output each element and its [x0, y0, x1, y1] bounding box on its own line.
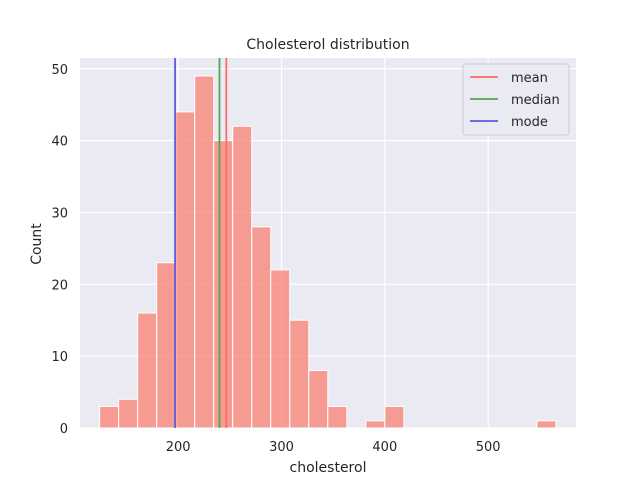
- y-tick-label: 50: [51, 63, 68, 78]
- x-tick-label: 500: [476, 440, 501, 455]
- x-tick-label: 300: [269, 440, 294, 455]
- histogram-bar: [118, 398, 139, 429]
- y-tick-label: 30: [51, 206, 68, 221]
- y-tick-labels: 0 10 20 30 40 50: [51, 63, 68, 437]
- x-tick-label: 400: [372, 440, 397, 455]
- y-tick-label: 0: [60, 422, 68, 437]
- legend-label-mode: mode: [511, 115, 548, 130]
- legend-label-median: median: [511, 93, 560, 108]
- legend-box: [462, 63, 570, 136]
- statistic-lines: [174, 58, 228, 428]
- legend: mean median mode: [462, 63, 570, 136]
- histogram-bar: [289, 319, 310, 429]
- histogram-bar: [175, 111, 196, 429]
- histogram-bar: [251, 226, 272, 429]
- histogram-bar: [156, 262, 177, 429]
- histogram-bar: [270, 269, 291, 429]
- histogram-bar: [308, 370, 329, 429]
- histogram-bar: [99, 405, 120, 429]
- x-axis-label: cholesterol: [290, 460, 367, 476]
- histogram-bars: [99, 75, 557, 429]
- y-tick-label: 10: [51, 350, 68, 365]
- x-tick-label: 200: [166, 440, 191, 455]
- histogram-bar: [213, 140, 234, 429]
- y-tick-label: 20: [51, 278, 68, 293]
- x-tick-labels: 200 300 400 500: [166, 440, 501, 455]
- histogram-bar: [384, 405, 405, 429]
- histogram-bar: [194, 75, 215, 429]
- histogram-bar: [137, 312, 158, 429]
- histogram-bar: [365, 420, 386, 429]
- y-tick-label: 40: [51, 135, 68, 150]
- legend-label-mean: mean: [511, 71, 548, 86]
- histogram-bar: [536, 420, 557, 429]
- y-axis-label: Count: [29, 223, 45, 265]
- histogram-bar: [327, 405, 348, 429]
- histogram-bar: [232, 125, 253, 429]
- chart-title: Cholesterol distribution: [246, 37, 409, 53]
